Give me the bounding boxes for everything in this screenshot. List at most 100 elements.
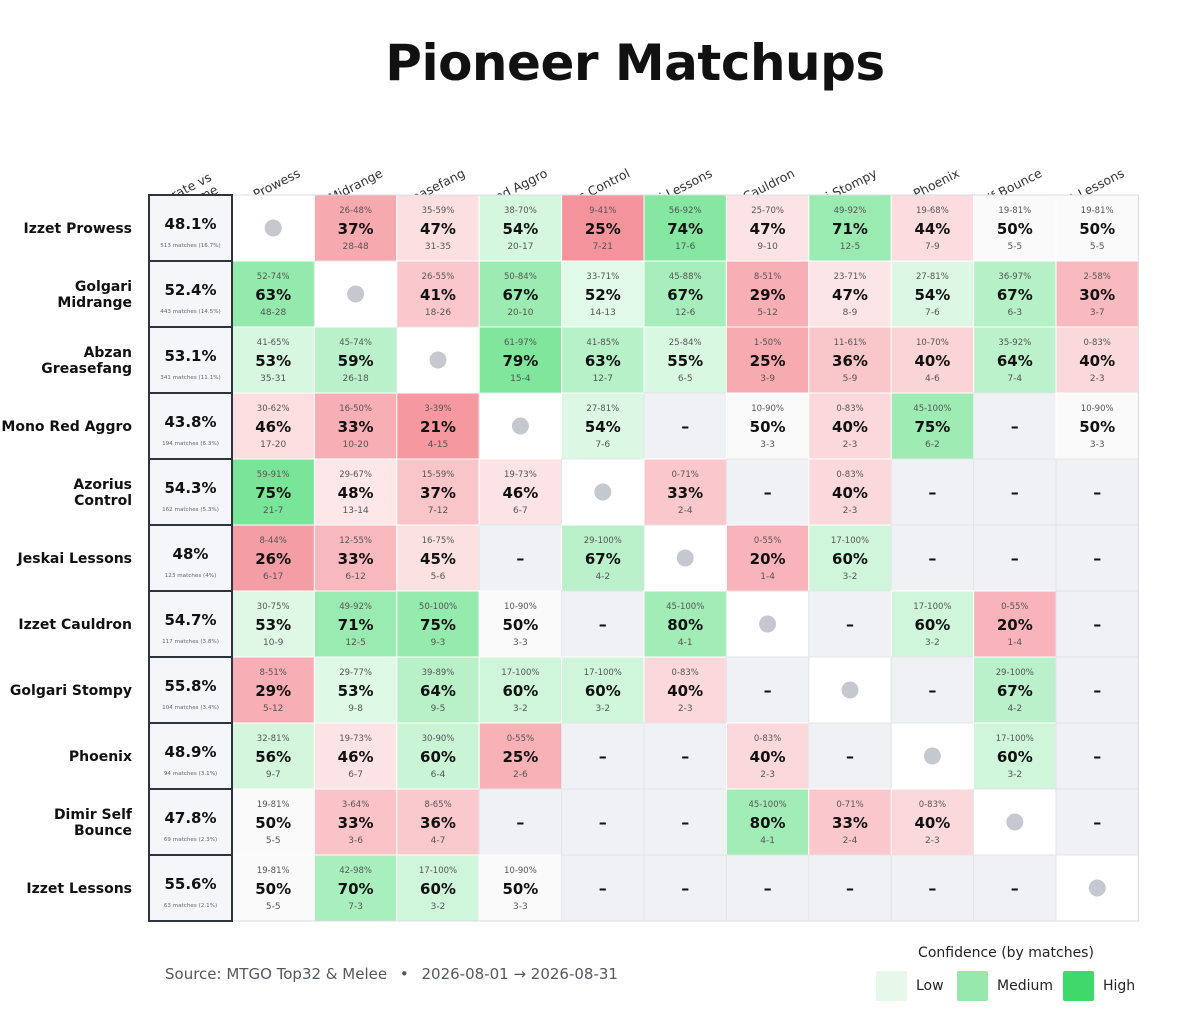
matchup-record: 12-6 bbox=[675, 308, 696, 318]
row-label-line: Bounce bbox=[74, 823, 132, 839]
matchup-record: 4-1 bbox=[760, 836, 775, 846]
cell-background bbox=[808, 260, 892, 328]
matchup-cell: – bbox=[561, 722, 645, 790]
confidence-range: 12-55% bbox=[339, 536, 372, 546]
cell-background bbox=[313, 458, 398, 526]
mirror-dot bbox=[841, 681, 859, 699]
matchup-winrate: 80% bbox=[750, 814, 786, 832]
matchup-cell: 0-83% 40% 2-3 bbox=[808, 458, 892, 526]
confidence-range: 39-89% bbox=[422, 668, 455, 678]
matchup-record: 13-14 bbox=[343, 506, 369, 516]
confidence-range: 10-70% bbox=[916, 338, 949, 348]
metagame-cell bbox=[148, 392, 233, 460]
matchup-winrate: 25% bbox=[585, 220, 621, 238]
matchup-record: 6-5 bbox=[678, 374, 693, 384]
matchup-cell: – bbox=[725, 656, 810, 724]
confidence-range: 0-83% bbox=[919, 800, 946, 810]
cell-background bbox=[890, 590, 975, 658]
row-label-izzet-prowess: Izzet Prowess bbox=[24, 221, 132, 237]
matchup-winrate: 71% bbox=[338, 616, 374, 634]
confidence-range: 0-83% bbox=[672, 668, 699, 678]
confidence-range: 41-85% bbox=[586, 338, 619, 348]
cell-background bbox=[1055, 326, 1139, 394]
matchup-record: 2-3 bbox=[843, 506, 858, 516]
row-label-line: Abzan bbox=[84, 345, 132, 361]
cell-background bbox=[231, 260, 315, 328]
confidence-range: 19-68% bbox=[916, 206, 949, 216]
matchup-cell: – bbox=[973, 524, 1057, 592]
matchup-record: 3-6 bbox=[348, 836, 363, 846]
metagame-matches: 162 matches (5.3%) bbox=[162, 507, 219, 513]
confidence-range: 11-61% bbox=[834, 338, 867, 348]
matchup-record: 2-4 bbox=[843, 836, 858, 846]
no-data-dash: – bbox=[1093, 747, 1101, 766]
matchup-cell: 9-41% 25% 7-21 bbox=[561, 194, 645, 262]
legend-item-high: High bbox=[1063, 971, 1135, 1001]
matchup-record: 3-3 bbox=[1090, 440, 1105, 450]
confidence-range: 0-55% bbox=[754, 536, 781, 546]
cell-background bbox=[396, 590, 480, 658]
cell-background bbox=[890, 326, 975, 394]
matchup-cell: – bbox=[478, 524, 563, 592]
matchup-cell bbox=[808, 656, 892, 724]
matchup-cell: – bbox=[1055, 458, 1139, 526]
empty-cell bbox=[643, 788, 727, 856]
matchup-winrate: 75% bbox=[420, 616, 456, 634]
matchup-cell: 8-44% 26% 6-17 bbox=[231, 524, 315, 592]
matchup-winrate: 60% bbox=[585, 682, 621, 700]
empty-cell bbox=[973, 392, 1057, 460]
matchup-winrate: 60% bbox=[832, 550, 868, 568]
confidence-range: 42-98% bbox=[339, 866, 372, 876]
legend-label-medium: Medium bbox=[997, 978, 1053, 994]
empty-cell bbox=[643, 722, 727, 790]
matchup-winrate: 26% bbox=[255, 550, 291, 568]
matchup-winrate: 50% bbox=[1079, 418, 1115, 436]
confidence-range: 29-77% bbox=[339, 668, 372, 678]
cell-background bbox=[313, 524, 398, 592]
row-label-line: Golgari Stompy bbox=[10, 683, 132, 699]
matchup-winrate: 60% bbox=[420, 880, 456, 898]
metagame-winrate: 48% bbox=[173, 545, 209, 563]
matchup-winrate: 50% bbox=[255, 880, 291, 898]
no-data-dash: – bbox=[681, 417, 689, 436]
cell-background bbox=[231, 722, 315, 790]
no-data-dash: – bbox=[1093, 813, 1101, 832]
metagame-matches: 63 matches (2.1%) bbox=[164, 903, 217, 909]
matchup-winrate: 33% bbox=[832, 814, 868, 832]
matchup-record: 6-7 bbox=[513, 506, 528, 516]
matchup-record: 6-3 bbox=[1007, 308, 1022, 318]
matchup-record: 31-35 bbox=[425, 242, 451, 252]
confidence-range: 26-48% bbox=[339, 206, 372, 216]
matchup-cell: 25-84% 55% 6-5 bbox=[643, 326, 727, 394]
matchup-cell: 3-64% 33% 3-6 bbox=[313, 788, 398, 856]
matchup-cell: – bbox=[1055, 590, 1139, 658]
no-data-dash: – bbox=[681, 747, 689, 766]
confidence-range: 25-84% bbox=[669, 338, 702, 348]
mirror-dot bbox=[429, 351, 447, 369]
matchup-cell: 8-65% 36% 4-7 bbox=[396, 788, 480, 856]
matchup-winrate: 60% bbox=[997, 748, 1033, 766]
matchup-winrate: 40% bbox=[832, 484, 868, 502]
empty-cell bbox=[1055, 524, 1139, 592]
mirror-dot bbox=[264, 219, 282, 237]
matchup-winrate: 53% bbox=[255, 616, 291, 634]
matchup-winrate: 47% bbox=[832, 286, 868, 304]
matchup-cell: – bbox=[890, 524, 975, 592]
row-label-line: Greasefang bbox=[41, 361, 132, 377]
matchup-cell: 38-70% 54% 20-17 bbox=[478, 194, 563, 262]
matchup-cell: 49-92% 71% 12-5 bbox=[808, 194, 892, 262]
cell-background bbox=[890, 194, 975, 262]
confidence-range: 61-97% bbox=[504, 338, 537, 348]
matchup-winrate: 33% bbox=[667, 484, 703, 502]
empty-cell bbox=[808, 590, 892, 658]
cell-background bbox=[725, 260, 810, 328]
matchup-cell: 30-90% 60% 6-4 bbox=[396, 722, 480, 790]
matchup-record: 7-6 bbox=[595, 440, 610, 450]
confidence-range: 26-55% bbox=[422, 272, 455, 282]
matchup-cell: – bbox=[890, 458, 975, 526]
matchup-cell: – bbox=[973, 392, 1057, 460]
matchup-cell bbox=[231, 194, 315, 262]
matchup-cell: 10-70% 40% 4-6 bbox=[890, 326, 975, 394]
matchup-winrate: 40% bbox=[750, 748, 786, 766]
cell-background bbox=[890, 260, 975, 328]
